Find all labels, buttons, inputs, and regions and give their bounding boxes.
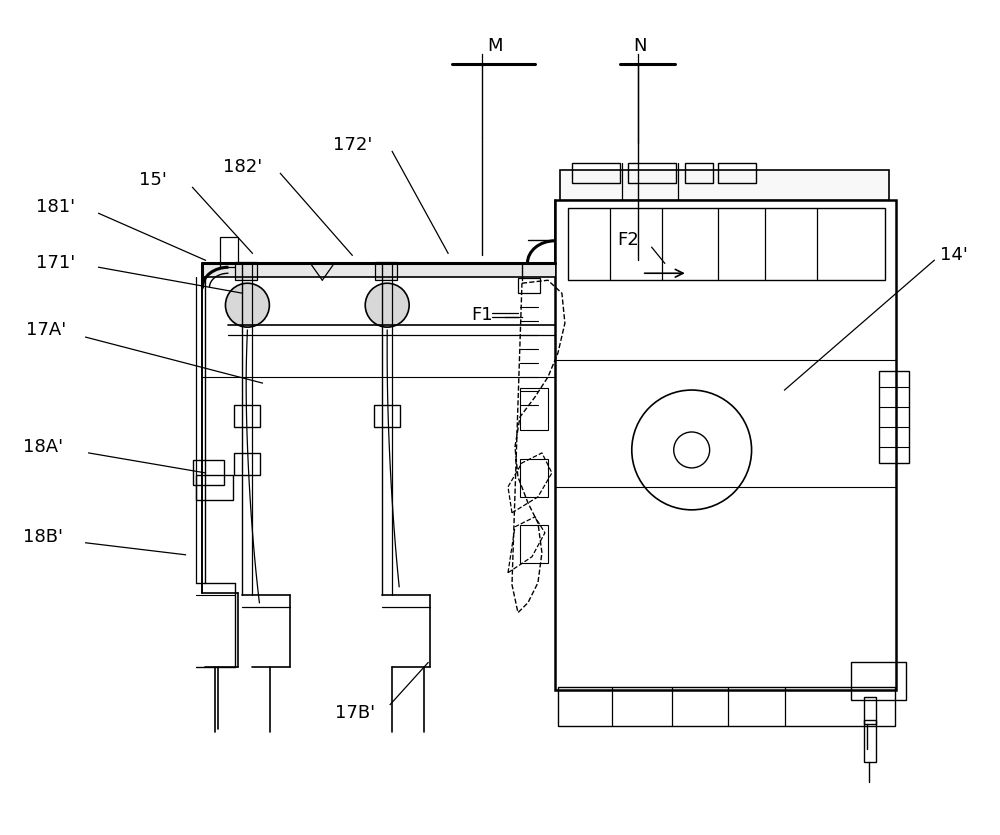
Bar (864, 696, 876, 725)
Bar (520, 388, 548, 430)
Bar (558, 686, 895, 726)
Bar (718, 164, 756, 184)
Text: 17B': 17B' (335, 704, 375, 721)
Bar (520, 525, 548, 563)
Text: F2: F2 (617, 231, 639, 250)
Bar (685, 164, 713, 184)
Bar (864, 721, 876, 762)
Bar (234, 453, 260, 475)
Circle shape (225, 283, 269, 327)
Bar (374, 405, 400, 427)
Text: N: N (633, 37, 647, 54)
Bar (520, 459, 548, 497)
Text: F1: F1 (471, 306, 493, 324)
Bar (628, 164, 676, 184)
Bar (375, 262, 397, 281)
Bar (851, 661, 906, 700)
Bar (572, 164, 620, 184)
Text: 181': 181' (36, 199, 75, 216)
Bar (235, 262, 257, 281)
Text: 15': 15' (139, 171, 167, 190)
Bar (568, 209, 885, 281)
Text: 14': 14' (940, 246, 968, 264)
Text: 172': 172' (333, 136, 372, 154)
Text: 171': 171' (36, 254, 75, 272)
Bar (879, 371, 909, 463)
Circle shape (365, 283, 409, 327)
Text: M: M (487, 37, 503, 54)
Bar (560, 170, 889, 200)
Bar (202, 263, 555, 277)
Text: 182': 182' (223, 159, 262, 176)
Bar (193, 460, 224, 485)
Bar (518, 278, 540, 293)
Text: 18B': 18B' (23, 528, 63, 546)
Bar (234, 405, 260, 427)
Text: 17A': 17A' (26, 321, 66, 339)
Bar (220, 237, 238, 267)
Text: 18A': 18A' (23, 438, 63, 456)
Bar (555, 200, 896, 690)
Bar (196, 475, 233, 500)
